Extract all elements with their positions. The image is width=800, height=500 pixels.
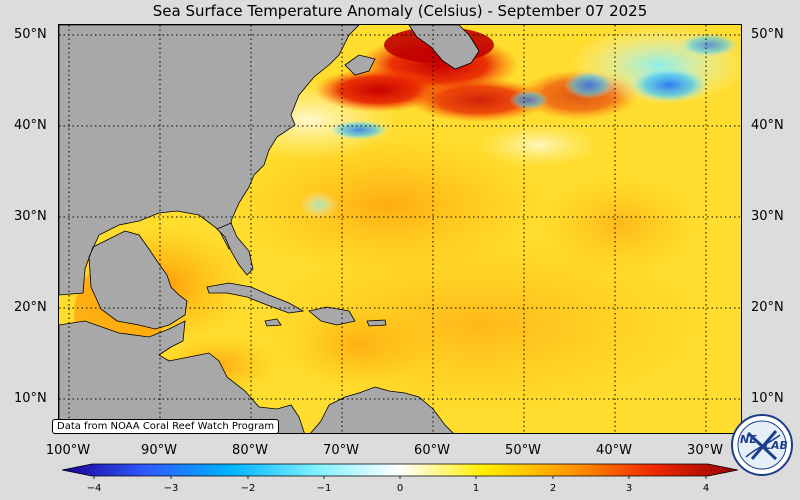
lat-label-left-50n: 50°N: [14, 27, 47, 42]
colorbar-tick-4: 4: [702, 483, 710, 494]
logo-text-right: LAB: [764, 439, 788, 452]
lon-label-30w: 30°W: [687, 443, 723, 458]
colorbar-tick-1: 1: [472, 483, 480, 494]
land-masses: [59, 25, 480, 433]
lon-label-40w: 40°W: [596, 443, 632, 458]
lat-label-right-10n: 10°N: [751, 391, 784, 406]
lon-label-50w: 50°W: [505, 443, 541, 458]
sst-anomaly-map: [58, 24, 742, 434]
lat-label-left-10n: 10°N: [14, 391, 47, 406]
lon-label-60w: 60°W: [414, 443, 450, 458]
map-canvas: [59, 25, 741, 433]
map-title: Sea Surface Temperature Anomaly (Celsius…: [152, 2, 648, 20]
colorbar: [62, 463, 738, 479]
colorbar-tick-minus1: −1: [316, 483, 332, 494]
data-credit-label: Data from NOAA Coral Reef Watch Program: [52, 419, 280, 434]
lat-label-right-40n: 40°N: [751, 118, 784, 133]
logo-text-left: NE: [740, 433, 757, 446]
colorbar-tick-minus4: −4: [86, 483, 102, 494]
colorbar-tick-minus3: −3: [163, 483, 179, 494]
lat-label-right-20n: 20°N: [751, 300, 784, 315]
colorbar-tick-0: 0: [396, 483, 404, 494]
lat-label-right-50n: 50°N: [751, 27, 784, 42]
lon-label-100w: 100°W: [45, 443, 91, 458]
lon-label-70w: 70°W: [323, 443, 359, 458]
lon-label-80w: 80°W: [232, 443, 268, 458]
lon-label-90w: 90°W: [141, 443, 177, 458]
lat-label-left-20n: 20°N: [14, 300, 47, 315]
lat-label-left-40n: 40°N: [14, 118, 47, 133]
graticule: [59, 25, 741, 433]
colorbar-tick-minus2: −2: [240, 483, 256, 494]
lat-label-right-30n: 30°N: [751, 209, 784, 224]
colorbar-tick-3: 3: [625, 483, 633, 494]
colorbar-tick-2: 2: [549, 483, 557, 494]
nexlab-logo: NE LAB: [731, 414, 793, 476]
lat-label-left-30n: 30°N: [14, 209, 47, 224]
